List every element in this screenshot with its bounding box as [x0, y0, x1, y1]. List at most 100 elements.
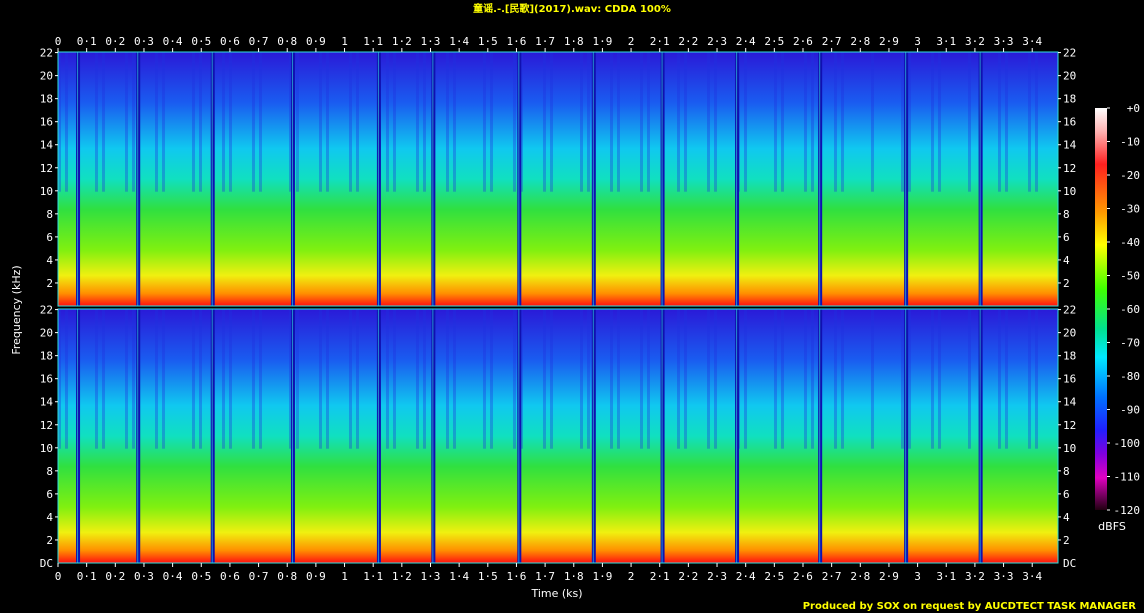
- y-tick-label-right: 12: [1063, 419, 1076, 432]
- x-tick-label-top: 2·8: [850, 35, 870, 48]
- x-tick-label-bottom: 1·1: [363, 570, 383, 583]
- x-tick-label-top: 0·1: [77, 35, 97, 48]
- y-tick-label-right: 4: [1063, 511, 1070, 524]
- colorbar-tick-label: -30: [1120, 203, 1140, 216]
- y-tick-label-left: 8: [46, 208, 53, 221]
- x-tick-label-top: 0·7: [249, 35, 269, 48]
- colorbar-tick-label: -110: [1114, 471, 1141, 484]
- y-tick-label-left: 18: [40, 350, 53, 363]
- x-tick-label-top: 1·1: [363, 35, 383, 48]
- colorbar: [1095, 108, 1107, 510]
- spectrogram-channel-2: [58, 309, 1058, 563]
- spectrogram-channel-1: [58, 52, 1058, 306]
- y-tick-label-left: 22: [40, 47, 53, 60]
- x-tick-label-bottom: 2·5: [764, 570, 784, 583]
- colorbar-tick-label: -80: [1120, 370, 1140, 383]
- x-tick-label-top: 0·4: [163, 35, 183, 48]
- y-tick-label-left: 6: [46, 488, 53, 501]
- y-tick-label-right: 6: [1063, 231, 1070, 244]
- x-tick-label-bottom: 2·3: [707, 570, 727, 583]
- y-tick-label-right: 2: [1063, 277, 1070, 290]
- x-tick-label-bottom: 0·2: [105, 570, 125, 583]
- x-tick-label-bottom: 0·7: [249, 570, 269, 583]
- y-tick-label-left: 14: [40, 139, 54, 152]
- x-tick-label-top: 0·3: [134, 35, 154, 48]
- y-tick-label-right: 18: [1063, 350, 1076, 363]
- x-tick-label-top: 0·8: [277, 35, 297, 48]
- x-tick-label-bottom: 1·4: [449, 570, 469, 583]
- x-tick-label-bottom: 1·2: [392, 570, 412, 583]
- x-tick-label-top: 2·4: [736, 35, 756, 48]
- credit-text: Produced by SOX on request by AUCDTECT T…: [802, 601, 1136, 612]
- x-tick-label-bottom: 0·4: [163, 570, 183, 583]
- y-tick-label-right: 14: [1063, 396, 1077, 409]
- y-tick-label-right: 6: [1063, 488, 1070, 501]
- x-tick-label-bottom: 0·1: [77, 570, 97, 583]
- x-tick-label-top: 2·2: [678, 35, 698, 48]
- colorbar-tick-label: -100: [1114, 437, 1141, 450]
- x-tick-label-bottom: 1·3: [421, 570, 441, 583]
- x-tick-label-bottom: 0·9: [306, 570, 326, 583]
- x-tick-label-top: 0·6: [220, 35, 240, 48]
- y-tick-label-left: 20: [40, 70, 53, 83]
- x-tick-label-bottom: 3·2: [965, 570, 985, 583]
- y-dc-label-left: DC: [40, 557, 53, 570]
- x-tick-label-bottom: 0·3: [134, 570, 154, 583]
- x-tick-label-top: 1·3: [421, 35, 441, 48]
- x-tick-label-bottom: 1: [341, 570, 348, 583]
- x-tick-label-top: 1·7: [535, 35, 555, 48]
- x-tick-label-top: 1·5: [478, 35, 498, 48]
- y-dc-label-right: DC: [1063, 557, 1076, 570]
- x-tick-label-top: 3·3: [994, 35, 1014, 48]
- x-tick-label-top: 2·1: [650, 35, 670, 48]
- x-tick-label-top: 3·4: [1022, 35, 1042, 48]
- y-tick-label-right: 14: [1063, 139, 1077, 152]
- y-tick-label-left: 12: [40, 419, 53, 432]
- x-tick-label-top: 1·9: [592, 35, 612, 48]
- y-tick-label-left: 10: [40, 442, 53, 455]
- x-tick-label-bottom: 2: [628, 570, 635, 583]
- y-tick-label-left: 6: [46, 231, 53, 244]
- x-tick-label-bottom: 2·2: [678, 570, 698, 583]
- colorbar-tick-label: -60: [1120, 303, 1140, 316]
- x-tick-label-top: 3·1: [936, 35, 956, 48]
- x-tick-label-top: 2: [628, 35, 635, 48]
- y-tick-label-right: 16: [1063, 373, 1076, 386]
- colorbar-tick-label: -50: [1120, 270, 1140, 283]
- x-tick-label-top: 1·8: [564, 35, 584, 48]
- y-tick-label-left: 12: [40, 162, 53, 175]
- x-tick-label-top: 2·9: [879, 35, 899, 48]
- x-tick-label-bottom: 0·8: [277, 570, 297, 583]
- y-tick-label-left: 16: [40, 116, 53, 129]
- colorbar-tick-label: -70: [1120, 337, 1140, 350]
- colorbar-tick-label: -120: [1114, 504, 1141, 517]
- x-tick-label-bottom: 1·6: [507, 570, 527, 583]
- x-tick-label-bottom: 0·5: [191, 570, 211, 583]
- y-tick-label-right: 20: [1063, 327, 1076, 340]
- x-tick-label-bottom: 3: [914, 570, 921, 583]
- x-tick-label-top: 3: [914, 35, 921, 48]
- colorbar-tick-label: -10: [1120, 136, 1140, 149]
- y-tick-label-left: 8: [46, 465, 53, 478]
- x-tick-label-bottom: 2·1: [650, 570, 670, 583]
- x-tick-label-top: 1: [341, 35, 348, 48]
- x-tick-label-bottom: 1·5: [478, 570, 498, 583]
- y-tick-label-left: 2: [46, 277, 53, 290]
- x-tick-label-top: 2·3: [707, 35, 727, 48]
- y-tick-label-left: 14: [40, 396, 54, 409]
- x-tick-label-top: 0·5: [191, 35, 211, 48]
- y-tick-label-right: 22: [1063, 47, 1076, 60]
- colorbar-tick-label: +0: [1127, 102, 1140, 115]
- x-tick-label-top: 1·2: [392, 35, 412, 48]
- x-tick-label-bottom: 2·4: [736, 570, 756, 583]
- x-tick-label-bottom: 2·6: [793, 570, 813, 583]
- colorbar-tick-label: -20: [1120, 169, 1140, 182]
- x-tick-label-top: 0·2: [105, 35, 125, 48]
- x-tick-label-bottom: 1·7: [535, 570, 555, 583]
- y-tick-label-right: 20: [1063, 70, 1076, 83]
- x-tick-label-bottom: 3·1: [936, 570, 956, 583]
- x-tick-label-top: 0·9: [306, 35, 326, 48]
- x-tick-label-top: 2·7: [822, 35, 842, 48]
- x-tick-label-bottom: 3·4: [1022, 570, 1042, 583]
- x-tick-label-top: 2·6: [793, 35, 813, 48]
